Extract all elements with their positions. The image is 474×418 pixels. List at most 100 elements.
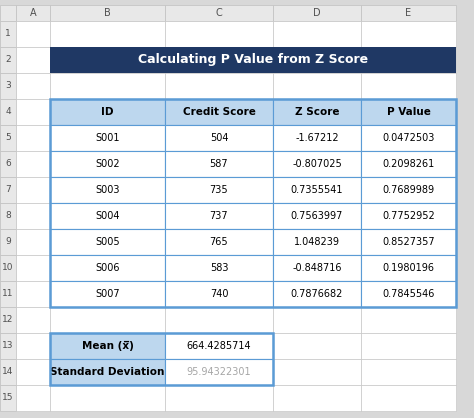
Text: 0.7355541: 0.7355541 [291, 185, 343, 195]
Text: 11: 11 [2, 290, 14, 298]
Text: -0.848716: -0.848716 [292, 263, 342, 273]
Text: 10: 10 [2, 263, 14, 273]
Bar [273, 333, 361, 359]
Bar [50, 307, 165, 333]
Bar [165, 333, 273, 359]
Bar [361, 125, 456, 151]
Text: -1.67212: -1.67212 [295, 133, 339, 143]
Bar [50, 203, 165, 229]
Bar [165, 359, 273, 385]
Bar [50, 99, 165, 125]
Bar [50, 99, 165, 125]
Text: 12: 12 [2, 316, 14, 324]
Bar [273, 281, 361, 307]
Text: 0.7752952: 0.7752952 [382, 211, 435, 221]
Bar [361, 281, 456, 307]
Bar [50, 125, 165, 151]
Bar [16, 177, 50, 203]
Bar [273, 359, 361, 385]
Text: 1: 1 [5, 30, 11, 38]
Text: 765: 765 [210, 237, 228, 247]
Text: 0.7845546: 0.7845546 [383, 289, 435, 299]
Text: 504: 504 [210, 133, 228, 143]
Text: Z Score: Z Score [295, 107, 339, 117]
Bar [0, 229, 16, 255]
Bar [0, 255, 16, 281]
Bar [165, 333, 273, 359]
Bar [273, 47, 361, 73]
Text: 9: 9 [5, 237, 11, 247]
Text: E: E [405, 8, 411, 18]
Bar [361, 125, 456, 151]
Bar [0, 47, 16, 73]
Bar [273, 99, 361, 125]
Bar [165, 255, 273, 281]
Bar [361, 99, 456, 125]
Text: 6: 6 [5, 160, 11, 168]
Bar [165, 229, 273, 255]
Bar [50, 177, 165, 203]
Bar [361, 255, 456, 281]
Bar [361, 307, 456, 333]
Bar [273, 177, 361, 203]
Bar [50, 385, 165, 411]
Bar [16, 73, 50, 99]
Bar [165, 281, 273, 307]
Bar [165, 307, 273, 333]
Bar [50, 21, 165, 47]
Bar [273, 203, 361, 229]
Text: S005: S005 [95, 237, 120, 247]
Text: -0.807025: -0.807025 [292, 159, 342, 169]
Bar [273, 151, 361, 177]
Bar [165, 255, 273, 281]
Text: 737: 737 [210, 211, 228, 221]
Bar [165, 203, 273, 229]
Bar [0, 177, 16, 203]
Text: 740: 740 [210, 289, 228, 299]
Bar [50, 47, 456, 73]
Text: Calculating P Value from Z Score: Calculating P Value from Z Score [138, 54, 368, 66]
Bar [50, 359, 165, 385]
Bar [50, 47, 165, 73]
Text: Standard Deviation: Standard Deviation [50, 367, 164, 377]
Bar [165, 99, 273, 125]
Bar [0, 73, 16, 99]
Bar [273, 151, 361, 177]
Bar [16, 359, 50, 385]
Text: 3: 3 [5, 82, 11, 91]
Bar [361, 151, 456, 177]
Text: 0.2098261: 0.2098261 [383, 159, 435, 169]
Bar [50, 125, 165, 151]
Bar [0, 99, 16, 125]
Text: 0.1980196: 0.1980196 [383, 263, 435, 273]
Bar [165, 203, 273, 229]
Bar [273, 255, 361, 281]
Bar [0, 359, 16, 385]
Bar [273, 99, 361, 125]
Bar [50, 255, 165, 281]
Text: D: D [313, 8, 321, 18]
Bar [361, 203, 456, 229]
Bar [16, 385, 50, 411]
Bar [361, 5, 456, 21]
Text: 2: 2 [5, 56, 11, 64]
Bar [16, 307, 50, 333]
Bar [273, 229, 361, 255]
Bar [50, 333, 165, 359]
Bar [50, 151, 165, 177]
Bar [361, 177, 456, 203]
Text: 1.048239: 1.048239 [294, 237, 340, 247]
Text: B: B [104, 8, 111, 18]
Bar [16, 229, 50, 255]
Bar [50, 359, 165, 385]
Bar [16, 203, 50, 229]
Bar [50, 255, 165, 281]
Bar [165, 177, 273, 203]
Bar [165, 385, 273, 411]
Bar [16, 281, 50, 307]
Text: 14: 14 [2, 367, 14, 377]
Bar [361, 203, 456, 229]
Text: 13: 13 [2, 342, 14, 351]
Bar [16, 99, 50, 125]
Bar [361, 281, 456, 307]
